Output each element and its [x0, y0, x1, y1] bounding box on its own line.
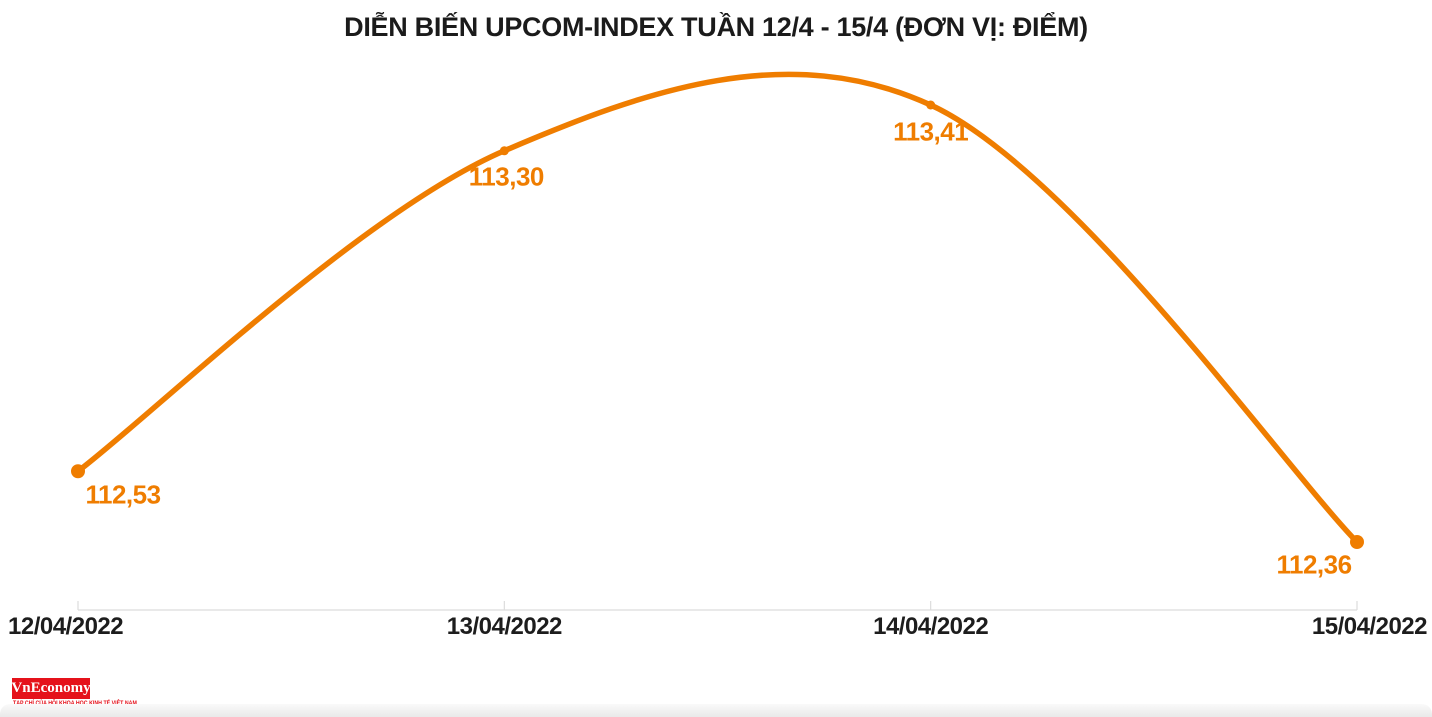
point-value-label: 113,30	[468, 161, 545, 192]
data-point	[71, 464, 85, 479]
point-value-label: 112,36	[1276, 549, 1352, 580]
bottom-bar	[0, 704, 1432, 717]
point-value-label: 113,41	[893, 116, 969, 147]
logo-text: VnEconomy	[11, 680, 91, 696]
data-point	[499, 146, 509, 156]
chart-line	[75, 71, 1360, 545]
data-point	[926, 100, 936, 110]
vneconomy-logo: VnEconomy	[11, 678, 91, 699]
x-axis-label: 14/04/2022	[873, 613, 989, 640]
x-axis-label: 15/04/2022	[1311, 613, 1428, 640]
x-axis-label: 12/04/2022	[8, 613, 124, 640]
page-title: DIỄN BIẾN UPCOM-INDEX TUẦN 12/4 - 15/4 (…	[344, 12, 1088, 42]
data-point	[1350, 535, 1364, 549]
x-axis-label: 13/04/2022	[446, 613, 563, 640]
point-value-label: 112,53	[85, 479, 161, 510]
